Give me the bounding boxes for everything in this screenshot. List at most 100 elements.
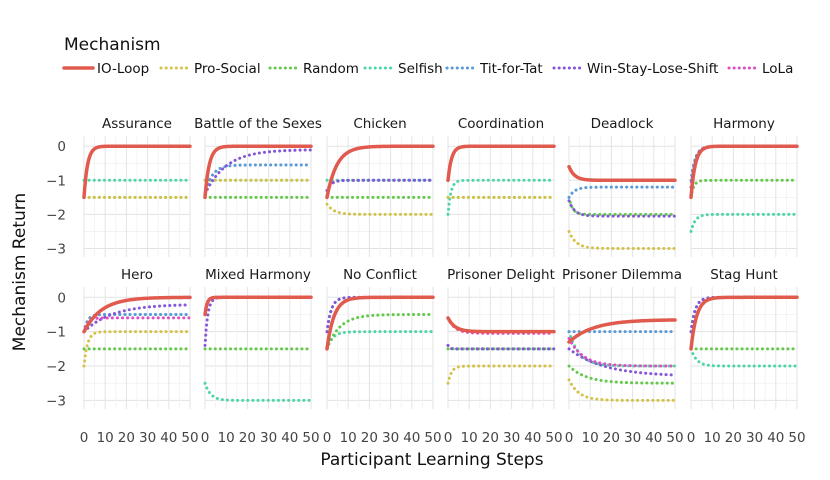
panel-prisoner-delight: Prisoner Delight 0 10 20 30 40 50 (444, 267, 563, 446)
panel-hero: Hero 0 −1 −2 −3 0 10 20 30 40 50 (46, 267, 199, 446)
x-tick-label: 50 (788, 430, 805, 446)
series-line-pro-social (567, 229, 677, 250)
y-tick-label: 0 (57, 290, 66, 306)
series-line-io-loop (567, 164, 677, 183)
series-line-pro-social (567, 378, 677, 402)
legend-title: Mechanism (64, 35, 161, 55)
series-line-win-stay-lose-shift (567, 199, 677, 218)
legend-item-random: Random (268, 61, 359, 77)
series-line-io-loop (689, 144, 799, 200)
y-tick-label: 0 (57, 139, 66, 155)
x-tick-label: 50 (302, 430, 319, 446)
panel-title: Stag Hunt (710, 267, 778, 283)
legend-label: Random (303, 61, 359, 77)
x-tick-label: 50 (181, 430, 198, 446)
x-tick-label: 50 (545, 430, 562, 446)
x-tick-label: 10 (340, 430, 357, 446)
legend-item-pro-social: Pro-Social (159, 61, 261, 77)
x-tick-label: 30 (746, 430, 763, 446)
y-tick-label: −2 (46, 207, 66, 223)
x-tick-label: 20 (118, 430, 135, 446)
x-tick-label: 30 (382, 430, 399, 446)
series-line-io-loop (325, 144, 435, 200)
panel-title: Chicken (353, 116, 406, 132)
panel-title: Prisoner Dilemma (562, 267, 682, 283)
series-line-lola (567, 337, 677, 368)
x-tick-label: 20 (361, 430, 378, 446)
legend: Mechanism IO-Loop Pro-Social Random Selfish… (62, 35, 793, 77)
series-line-selfish (203, 381, 313, 402)
series-line-selfish (325, 330, 435, 351)
panel-prisoner-dilemma: Prisoner Dilemma 0 10 20 30 40 50 (562, 267, 684, 446)
x-tick-label: 10 (461, 430, 478, 446)
series-line-selfish (567, 330, 677, 368)
panel-battle-of-the-sexes: Battle of the Sexes (194, 116, 322, 257)
series-line-pro-social (325, 202, 435, 216)
panel-stag-hunt: Stag Hunt 0 10 20 30 40 50 (687, 267, 806, 446)
series-line-tit-for-tat (567, 185, 677, 199)
panel-title: Coordination (458, 116, 544, 132)
y-axis-title: Mechanism Return (10, 193, 30, 351)
series-line-io-loop (446, 144, 556, 183)
x-tick-label: 20 (603, 430, 620, 446)
series-line-selfish (689, 212, 799, 233)
series-line-lola (82, 316, 192, 334)
series-line-tit-for-tat (82, 312, 192, 334)
panel-title: No Conflict (343, 267, 417, 283)
series-line-pro-social (82, 330, 192, 368)
x-tick-label: 10 (97, 430, 114, 446)
series-line-random (567, 364, 677, 385)
x-axis-title: Participant Learning Steps (320, 450, 543, 470)
y-tick-label: −1 (46, 173, 66, 189)
panel-assurance: Assurance 0 −1 −2 −3 (46, 116, 192, 257)
series-line-win-stay-lose-shift (567, 347, 677, 377)
series-line-io-loop (82, 295, 192, 334)
series-line-random (325, 313, 435, 351)
series-line-io-loop (203, 295, 313, 317)
x-tick-label: 20 (725, 430, 742, 446)
x-tick-label: 30 (624, 430, 641, 446)
legend-items: IO-Loop Pro-Social Random Selfish Tit-for-Ta… (62, 61, 793, 77)
legend-item-io-loop: IO-Loop (62, 61, 149, 77)
series-line-io-loop (82, 144, 192, 200)
legend-item-selfish: Selfish (363, 61, 443, 77)
facet-panels: Assurance 0 −1 −2 −3 Battle of the Sexes Chick… (46, 116, 806, 446)
panel-mixed-harmony: Mixed Harmony 0 10 20 30 40 50 (201, 267, 320, 446)
x-tick-label: 0 (80, 430, 89, 446)
x-tick-label: 30 (503, 430, 520, 446)
x-tick-label: 10 (218, 430, 235, 446)
series-line-win-stay-lose-shift (325, 178, 435, 193)
x-tick-label: 40 (645, 430, 662, 446)
series-line-io-loop (446, 316, 556, 334)
panel-title: Battle of the Sexes (194, 116, 322, 132)
x-tick-label: 40 (403, 430, 420, 446)
panel-title: Hero (121, 267, 153, 283)
legend-label: Pro-Social (194, 61, 261, 77)
legend-label: Tit-for-Tat (479, 61, 543, 77)
x-tick-label: 50 (424, 430, 441, 446)
panel-harmony: Harmony (689, 116, 799, 257)
x-tick-label: 40 (281, 430, 298, 446)
x-tick-label: 50 (666, 430, 683, 446)
panel-chicken: Chicken (325, 116, 435, 257)
panel-title: Deadlock (591, 116, 654, 132)
legend-label: LoLa (762, 61, 793, 77)
x-tick-label: 0 (444, 430, 453, 446)
x-tick-label: 40 (524, 430, 541, 446)
y-tick-label: −3 (46, 393, 66, 409)
y-tick-label: −3 (46, 241, 66, 257)
x-tick-label: 40 (767, 430, 784, 446)
series-line-selfish (689, 347, 799, 368)
series-line-io-loop (203, 144, 313, 200)
panel-title: Harmony (713, 116, 775, 132)
legend-item-lola: LoLa (727, 61, 793, 77)
series-line-io-loop (567, 318, 677, 344)
series-line-io-loop (689, 295, 799, 351)
series-line-win-stay-lose-shift (446, 343, 556, 351)
x-tick-label: 0 (565, 430, 574, 446)
x-tick-label: 30 (260, 430, 277, 446)
x-tick-label: 0 (687, 430, 696, 446)
x-tick-label: 30 (139, 430, 156, 446)
x-tick-label: 0 (323, 430, 332, 446)
